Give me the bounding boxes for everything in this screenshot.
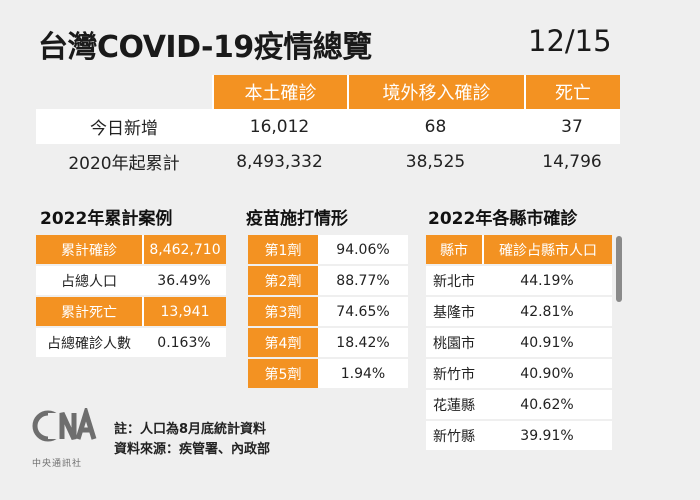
row-value: 74.65% bbox=[318, 297, 408, 326]
summary-row-label: 今日新增 bbox=[90, 119, 158, 139]
row-value: 13,941 bbox=[142, 297, 226, 326]
footnote-source: 資料來源：疾管署、內政部 bbox=[114, 442, 271, 457]
table-row: 新竹縣 39.91% bbox=[426, 421, 612, 450]
row-value: 44.19% bbox=[482, 266, 612, 295]
row-value: 40.90% bbox=[482, 359, 612, 388]
row-label: 新竹縣 bbox=[426, 421, 482, 450]
row-label: 基隆市 bbox=[426, 297, 482, 326]
row-value: 18.42% bbox=[318, 328, 408, 357]
table-row: 基隆市 42.81% bbox=[426, 297, 612, 326]
row-label: 第2劑 bbox=[248, 266, 318, 295]
summary-header-row: 本土確診 境外移入確診 死亡 bbox=[36, 75, 620, 109]
row-value: 94.06% bbox=[318, 235, 408, 264]
page-title: 台灣COVID-19疫情總覽 bbox=[38, 30, 372, 65]
row-value: 0.163% bbox=[142, 328, 226, 357]
logo-text: 中央通訊社 bbox=[32, 459, 83, 469]
summary-header-deaths: 死亡 bbox=[524, 75, 620, 109]
summary-cell: 16,012 bbox=[249, 116, 310, 137]
table-row: 第1劑 94.06% bbox=[248, 235, 408, 264]
summary-row-cumulative: 2020年起累計 8,493,332 38,525 14,796 bbox=[36, 144, 620, 179]
table-row: 第3劑 74.65% bbox=[248, 297, 408, 326]
date-label: 12/15 bbox=[528, 24, 612, 58]
row-value: 36.49% bbox=[142, 266, 226, 295]
cumulative-title: 2022年累計案例 bbox=[40, 209, 173, 229]
row-value: 40.91% bbox=[482, 328, 612, 357]
table-row: 新北市 44.19% bbox=[426, 266, 612, 295]
table-row: 占總人口 36.49% bbox=[36, 266, 226, 295]
cna-logo-icon bbox=[32, 404, 97, 442]
row-value: 88.77% bbox=[318, 266, 408, 295]
table-row: 第4劑 18.42% bbox=[248, 328, 408, 357]
row-value: 40.62% bbox=[482, 390, 612, 419]
table-row: 花蓮縣 40.62% bbox=[426, 390, 612, 419]
table-row: 第2劑 88.77% bbox=[248, 266, 408, 295]
vaccine-title: 疫苗施打情形 bbox=[246, 209, 348, 229]
row-value: 39.91% bbox=[482, 421, 612, 450]
row-label: 桃園市 bbox=[426, 328, 482, 357]
row-value: 42.81% bbox=[482, 297, 612, 326]
cna-logo: 中央通訊社 bbox=[32, 404, 102, 469]
table-row: 累計死亡 13,941 bbox=[36, 297, 226, 326]
summary-row-label: 2020年起累計 bbox=[68, 154, 180, 174]
cumulative-table: 累計確診 8,462,710 占總人口 36.49% 累計死亡 13,941 占… bbox=[36, 235, 226, 359]
summary-cell: 8,493,332 bbox=[236, 151, 323, 172]
counties-title: 2022年各縣市確診 bbox=[428, 209, 578, 229]
row-label: 第5劑 bbox=[248, 359, 318, 388]
row-label: 第3劑 bbox=[248, 297, 318, 326]
table-row: 占總確診人數 0.163% bbox=[36, 328, 226, 357]
vaccine-table: 第1劑 94.06% 第2劑 88.77% 第3劑 74.65% 第4劑 18.… bbox=[248, 235, 408, 390]
table-row: 新竹市 40.90% bbox=[426, 359, 612, 388]
row-label: 占總人口 bbox=[36, 266, 142, 295]
row-label: 花蓮縣 bbox=[426, 390, 482, 419]
table-row: 第5劑 1.94% bbox=[248, 359, 408, 388]
summary-cell: 14,796 bbox=[542, 151, 602, 172]
row-value: 1.94% bbox=[318, 359, 408, 388]
footnote-population: 註：人口為8月底統計資料 bbox=[114, 422, 267, 437]
summary-row-today: 今日新增 16,012 68 37 bbox=[36, 109, 620, 144]
table-row: 累計確診 8,462,710 bbox=[36, 235, 226, 264]
row-label: 新竹市 bbox=[426, 359, 482, 388]
row-label: 累計死亡 bbox=[36, 297, 142, 326]
summary-table: 本土確診 境外移入確診 死亡 今日新增 16,012 68 37 2020年起累… bbox=[36, 75, 620, 179]
row-value: 8,462,710 bbox=[142, 235, 226, 264]
header-county: 縣市 bbox=[426, 235, 482, 264]
summary-cell: 37 bbox=[561, 116, 583, 137]
row-label: 第1劑 bbox=[248, 235, 318, 264]
summary-header-empty bbox=[36, 75, 212, 109]
counties-scrollbar[interactable] bbox=[616, 236, 622, 302]
table-header-row: 縣市 確診占縣市人口 bbox=[426, 235, 612, 264]
counties-table[interactable]: 縣市 確診占縣市人口 新北市 44.19% 基隆市 42.81% 桃園市 40.… bbox=[426, 235, 612, 451]
row-label: 累計確診 bbox=[36, 235, 142, 264]
row-label: 第4劑 bbox=[248, 328, 318, 357]
header-ratio: 確診占縣市人口 bbox=[482, 235, 612, 264]
table-row: 桃園市 40.91% bbox=[426, 328, 612, 357]
row-label: 新北市 bbox=[426, 266, 482, 295]
row-label: 占總確診人數 bbox=[36, 328, 142, 357]
summary-cell: 38,525 bbox=[405, 151, 466, 172]
summary-cell: 68 bbox=[424, 116, 447, 137]
summary-header-local: 本土確診 bbox=[212, 75, 347, 109]
summary-header-imported: 境外移入確診 bbox=[347, 75, 524, 109]
